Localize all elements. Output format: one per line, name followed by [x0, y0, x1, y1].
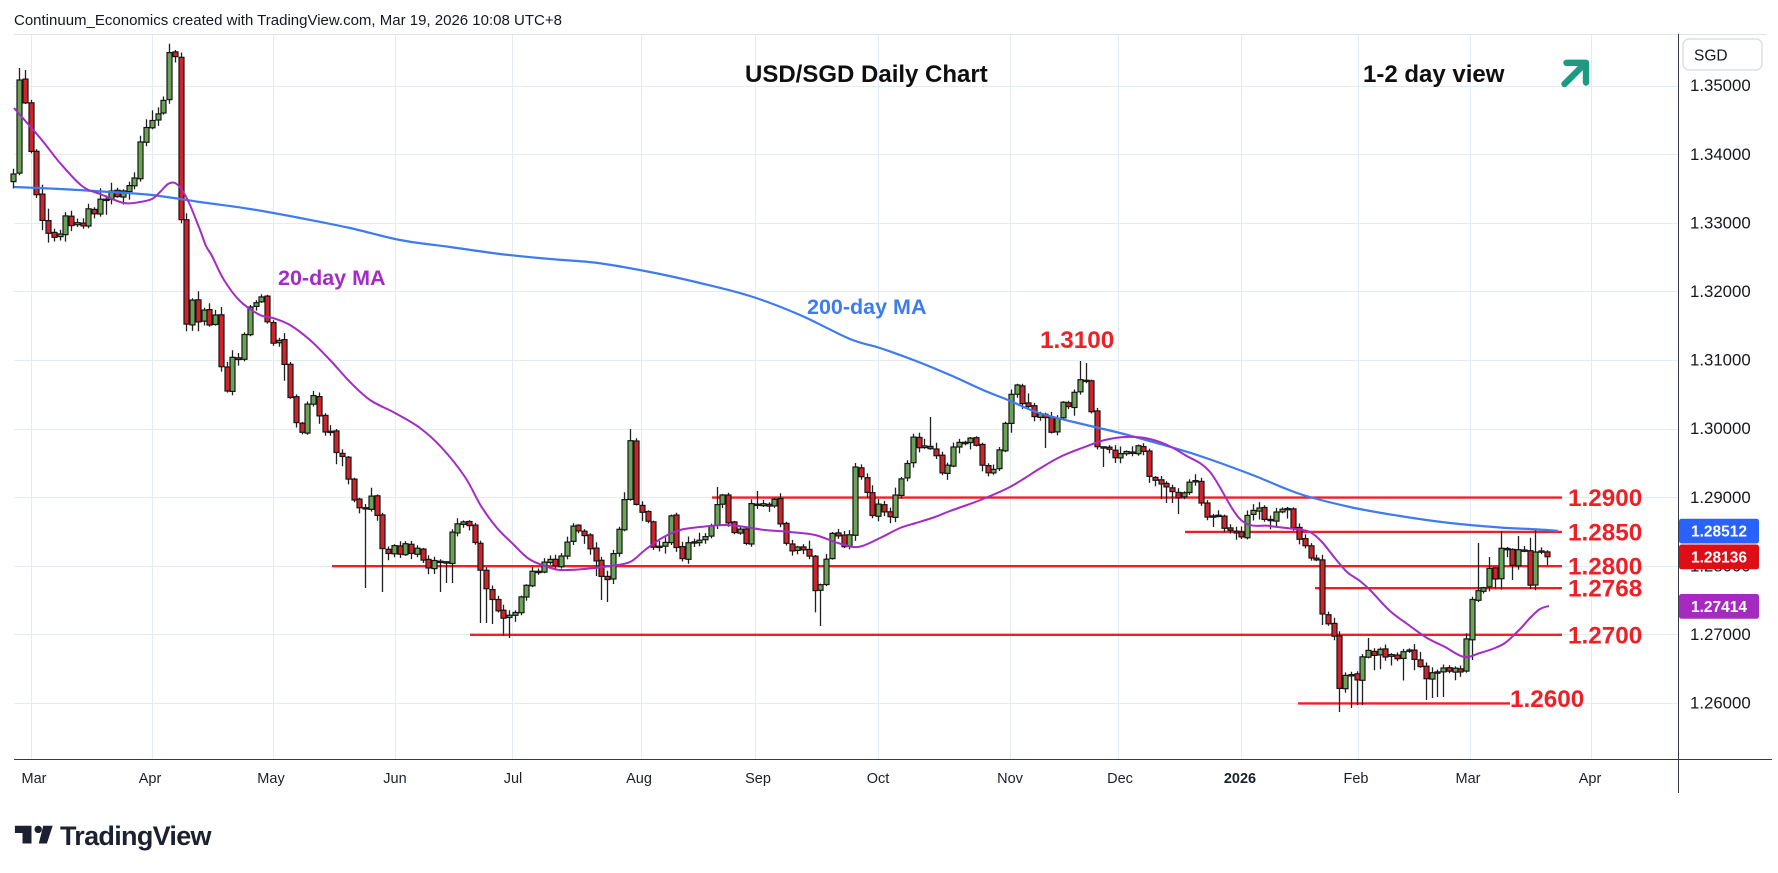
svg-text:Feb: Feb — [1344, 771, 1369, 787]
svg-text:1-2 day view: 1-2 day view — [1363, 61, 1505, 88]
svg-text:Aug: Aug — [626, 771, 652, 787]
svg-text:USD/SGD Daily Chart: USD/SGD Daily Chart — [745, 61, 988, 88]
svg-text:1.35000: 1.35000 — [1690, 76, 1751, 95]
svg-text:1.34000: 1.34000 — [1690, 145, 1751, 164]
svg-text:1.27414: 1.27414 — [1691, 599, 1747, 616]
svg-text:1.29000: 1.29000 — [1690, 488, 1751, 507]
svg-text:Continuum_Economics created wi: Continuum_Economics created with Trading… — [14, 12, 562, 29]
svg-text:May: May — [257, 771, 285, 787]
svg-text:TradingView: TradingView — [60, 821, 213, 851]
svg-text:Sep: Sep — [745, 771, 771, 787]
svg-text:1.2700: 1.2700 — [1568, 622, 1642, 649]
svg-text:1.30000: 1.30000 — [1690, 419, 1751, 438]
svg-text:Dec: Dec — [1107, 771, 1133, 787]
svg-text:SGD: SGD — [1694, 48, 1728, 65]
svg-text:1.26000: 1.26000 — [1690, 694, 1751, 713]
svg-text:200-day MA: 200-day MA — [807, 295, 927, 319]
svg-text:1.28512: 1.28512 — [1691, 524, 1747, 541]
svg-text:1.3100: 1.3100 — [1040, 327, 1114, 354]
svg-text:Nov: Nov — [997, 771, 1024, 787]
svg-text:Mar: Mar — [1456, 771, 1481, 787]
svg-text:1.27000: 1.27000 — [1690, 625, 1751, 644]
svg-text:Apr: Apr — [139, 771, 162, 787]
svg-text:Jul: Jul — [504, 771, 523, 787]
svg-text:1.2768: 1.2768 — [1568, 576, 1642, 603]
svg-text:1.2850: 1.2850 — [1568, 519, 1642, 546]
svg-text:1.31000: 1.31000 — [1690, 351, 1751, 370]
svg-text:20-day MA: 20-day MA — [278, 266, 386, 290]
svg-text:1.32000: 1.32000 — [1690, 282, 1751, 301]
svg-text:Jun: Jun — [383, 771, 406, 787]
svg-text:2026: 2026 — [1224, 771, 1256, 787]
svg-text:1.28136: 1.28136 — [1691, 549, 1747, 566]
svg-text:Apr: Apr — [1579, 771, 1602, 787]
svg-text:Oct: Oct — [867, 771, 890, 787]
svg-text:1.2600: 1.2600 — [1510, 686, 1584, 713]
svg-text:Mar: Mar — [22, 771, 47, 787]
svg-text:1.2900: 1.2900 — [1568, 485, 1642, 512]
svg-text:1.2800: 1.2800 — [1568, 554, 1642, 581]
svg-text:1.33000: 1.33000 — [1690, 213, 1751, 232]
